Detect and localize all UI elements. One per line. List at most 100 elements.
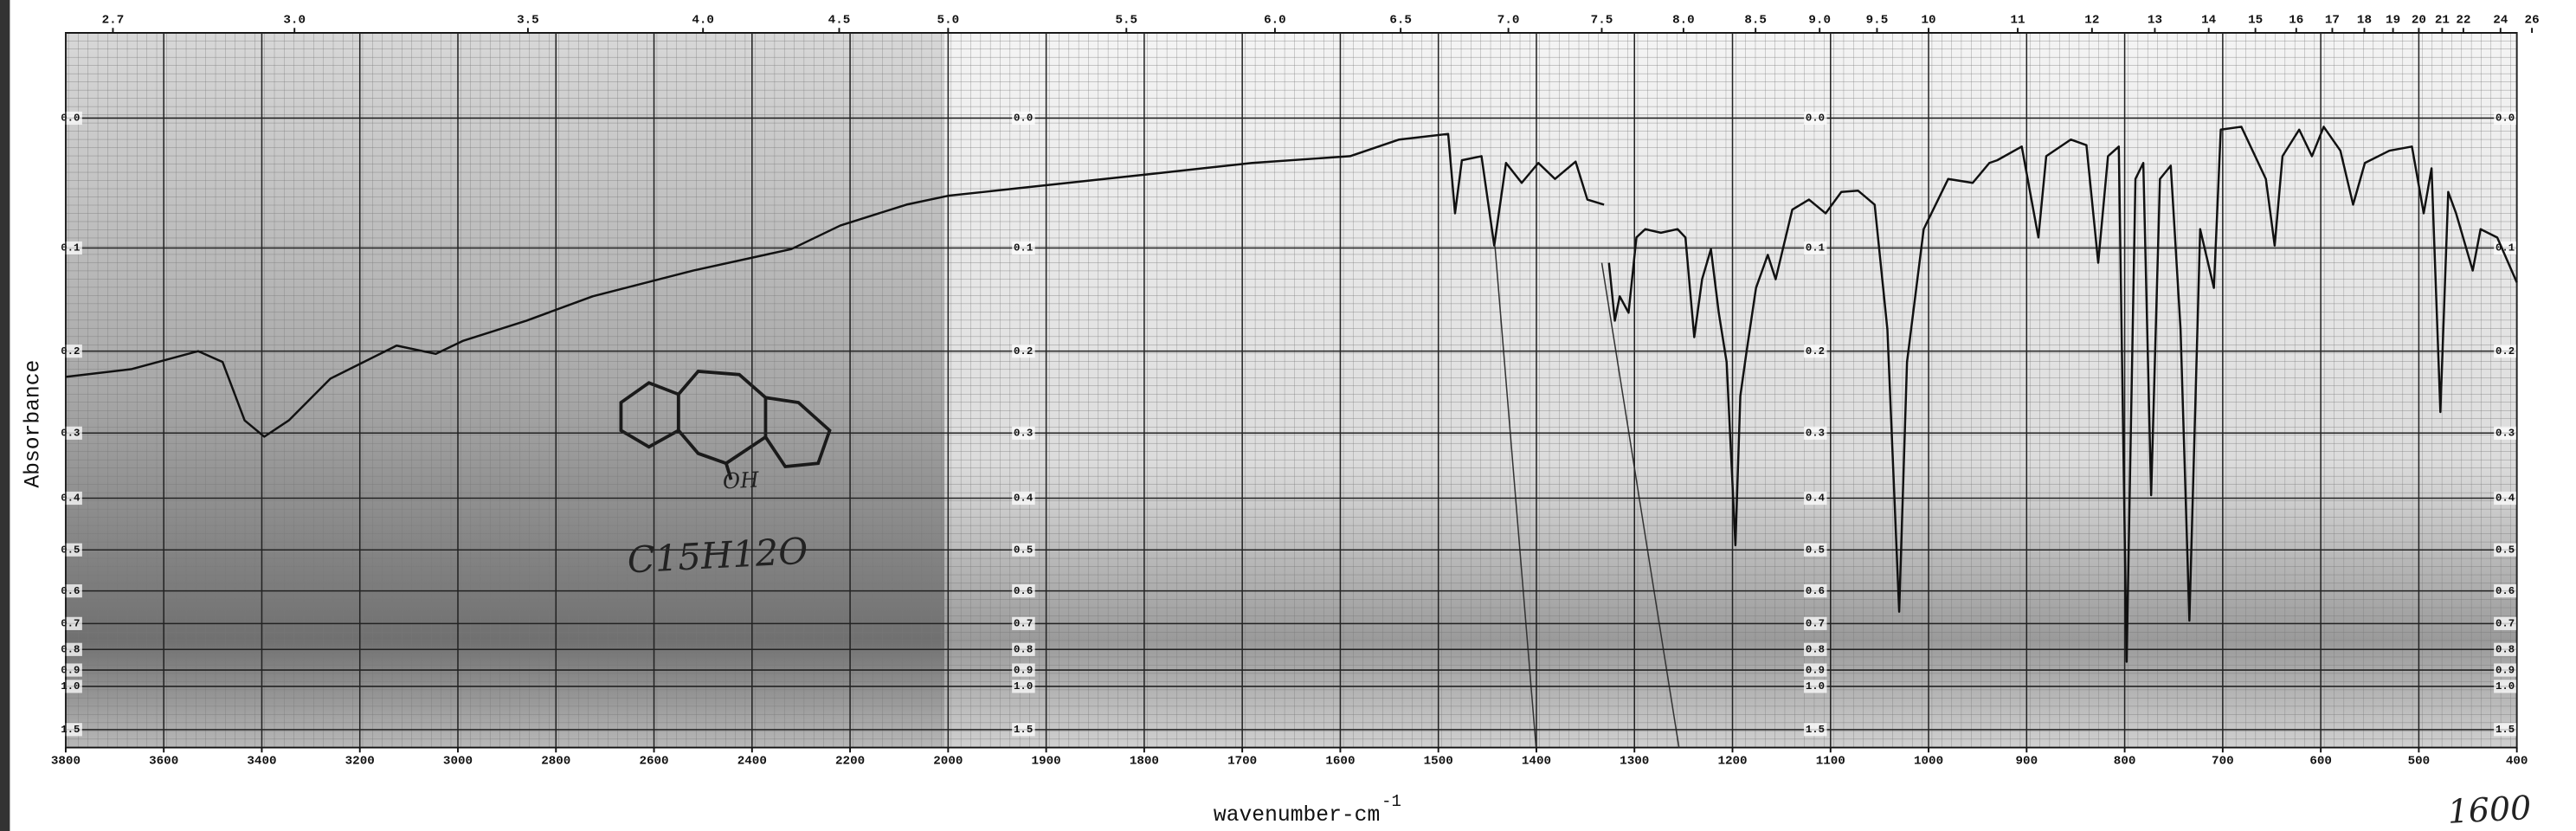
x2-tick-label: 16 xyxy=(2289,14,2303,28)
y-tick-label: 0.1 xyxy=(1014,242,1033,254)
y-tick-label-bg xyxy=(1012,491,1035,506)
x-tick-label: 800 xyxy=(2114,755,2136,769)
y-tick-label: 0.4 xyxy=(2496,493,2515,505)
y-tick-label-bg xyxy=(59,584,82,598)
pencil-stroke xyxy=(1600,262,1680,748)
x-tick-label: 600 xyxy=(2309,755,2332,769)
y-tick-label: 1.5 xyxy=(1806,724,1825,736)
x-tick-label: 2000 xyxy=(933,755,963,769)
y-tick-label: 0.3 xyxy=(1014,428,1033,440)
y-tick-label-bg xyxy=(2494,642,2517,656)
x2-tick-label: 2.7 xyxy=(102,14,125,28)
x2-tick-label: 4.5 xyxy=(828,14,851,28)
y-tick-label-bg xyxy=(2494,723,2517,737)
y-tick-label-bg xyxy=(1803,345,1827,358)
y-tick-label: 0.8 xyxy=(1014,644,1033,656)
x2-tick-label: 6.0 xyxy=(1264,14,1286,28)
x2-tick-label: 8.5 xyxy=(1744,14,1767,28)
y-tick-label-bg xyxy=(59,426,82,440)
x2-tick-label: 14 xyxy=(2201,14,2217,28)
y-tick-label: 0.3 xyxy=(61,428,80,440)
x2-tick-label: 8.0 xyxy=(1672,14,1695,28)
x-tick-label: 1200 xyxy=(1717,755,1747,769)
y-tick-label-bg xyxy=(59,345,82,358)
y-tick-label-bg xyxy=(2494,543,2517,557)
x2-tick-label: 26 xyxy=(2525,14,2540,28)
y-tick-label-bg xyxy=(1803,642,1827,656)
y-tick-label: 0.5 xyxy=(2496,544,2515,556)
x-tick-label: 3000 xyxy=(443,755,473,769)
y-tick-label: 0.7 xyxy=(2496,618,2515,630)
y-tick-label: 0.9 xyxy=(2496,664,2515,676)
y-tick-label: 1.5 xyxy=(1014,724,1033,736)
y-tick-label: 0.2 xyxy=(2496,345,2515,358)
y-tick-label-bg xyxy=(59,723,82,737)
y-tick-label-bg xyxy=(1012,642,1035,656)
y-tick-label-bg xyxy=(59,663,82,677)
y-tick-label-bg xyxy=(2494,663,2517,677)
y-tick-label-bg xyxy=(1803,584,1827,598)
x-tick-label: 1000 xyxy=(1914,755,1943,769)
y-tick-label: 0.2 xyxy=(1806,345,1825,358)
y-tick-label-bg xyxy=(59,111,82,126)
y-tick-label-bg xyxy=(59,491,82,506)
y-tick-label: 1.0 xyxy=(1806,680,1825,692)
y-tick-label: 0.4 xyxy=(1806,493,1826,505)
x-tick-label: 1300 xyxy=(1620,755,1649,769)
x2-tick-label: 5.5 xyxy=(1115,14,1137,28)
y-tick-label: 0.1 xyxy=(61,242,80,254)
y-tick-label-bg xyxy=(1803,543,1827,557)
y-tick-label-bg xyxy=(1012,663,1035,677)
y-tick-label-bg xyxy=(1012,616,1035,630)
y-tick-label: 0.1 xyxy=(1806,242,1825,254)
x-tick-label: 3200 xyxy=(345,755,375,769)
y-tick-label-bg xyxy=(2494,111,2517,126)
y-tick-label-bg xyxy=(2494,491,2517,506)
y-tick-label-bg xyxy=(59,680,82,693)
x-tick-label: 500 xyxy=(2408,755,2431,769)
x-tick-label: 2200 xyxy=(835,755,865,769)
x2-tick-label: 5.0 xyxy=(937,14,960,28)
annotation: C15H12O xyxy=(627,530,809,582)
scan-edge xyxy=(0,0,10,831)
y-tick-label: 1.0 xyxy=(61,680,80,692)
x-tick-label: 1700 xyxy=(1227,755,1257,769)
y-tick-label-bg xyxy=(1803,663,1827,677)
x-tick-label: 900 xyxy=(2016,755,2038,769)
x-tick-label: 1800 xyxy=(1130,755,1159,769)
x2-tick-label: 22 xyxy=(2456,14,2470,28)
annotation: OH xyxy=(722,467,760,493)
y-tick-label: 0.7 xyxy=(1806,618,1825,630)
x2-tick-label: 4.0 xyxy=(692,14,714,28)
y-tick-label-bg xyxy=(1012,426,1035,440)
y-tick-label-bg xyxy=(2494,426,2517,440)
x2-tick-label: 9.5 xyxy=(1866,14,1889,28)
x-tick-label: 1900 xyxy=(1032,755,1061,769)
x-tick-label: 700 xyxy=(2212,755,2234,769)
x-tick-label: 3400 xyxy=(247,755,276,769)
x-tick-label: 3600 xyxy=(149,755,178,769)
y-tick-label: 1.5 xyxy=(2496,724,2515,736)
x-tick-label: 1600 xyxy=(1325,755,1355,769)
x2-tick-label: 6.5 xyxy=(1389,14,1412,28)
y-tick-label: 0.5 xyxy=(1806,544,1825,556)
y-tick-label: 0.9 xyxy=(1806,664,1825,676)
x-axis-title: wavenumber-cm xyxy=(1214,803,1380,828)
y-tick-label: 0.4 xyxy=(1014,493,1034,505)
y-tick-label: 0.9 xyxy=(1014,664,1033,676)
x2-tick-label: 15 xyxy=(2248,14,2263,28)
y-tick-label-bg xyxy=(59,616,82,630)
y-tick-label-bg xyxy=(2494,584,2517,598)
x2-tick-label: 19 xyxy=(2386,14,2400,28)
x-tick-label: 2800 xyxy=(541,755,570,769)
y-tick-label: 0.6 xyxy=(61,585,80,597)
y-tick-label-bg xyxy=(1803,111,1827,126)
y-tick-label: 0.3 xyxy=(2496,428,2515,440)
y-tick-label-bg xyxy=(1803,241,1827,255)
y-tick-label: 0.6 xyxy=(1014,585,1033,597)
y-tick-label-bg xyxy=(59,241,82,255)
y-tick-label: 0.0 xyxy=(2496,113,2515,125)
x-tick-label: 1500 xyxy=(1424,755,1453,769)
